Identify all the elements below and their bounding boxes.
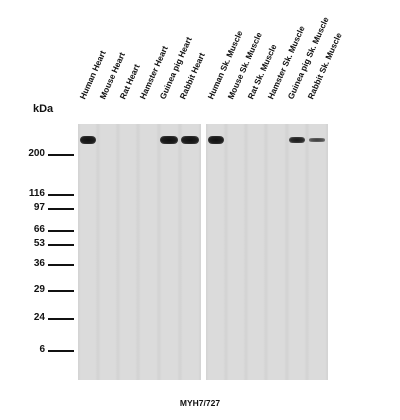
- blot-lane: [206, 124, 226, 380]
- marker-label: 200: [28, 148, 45, 159]
- protein-band: [80, 136, 96, 144]
- marker-66: 66: [0, 224, 75, 236]
- blot-panel-skeletal-muscle: [206, 124, 328, 380]
- marker-tick: [48, 349, 74, 352]
- marker-29: 29: [0, 284, 75, 296]
- marker-label: 97: [33, 202, 45, 213]
- blot-lane: [180, 124, 201, 380]
- blot-lane: [138, 124, 159, 380]
- marker-tick: [48, 207, 74, 210]
- blot-lane: [246, 124, 266, 380]
- marker-label: 36: [33, 258, 45, 269]
- marker-24: 24: [0, 312, 75, 324]
- marker-6: 6: [0, 344, 75, 356]
- blot-panel-heart: [78, 124, 201, 380]
- marker-tick: [48, 229, 74, 232]
- blot-lane: [266, 124, 287, 380]
- marker-tick: [48, 263, 74, 266]
- blot-lane: [118, 124, 138, 380]
- blot-lane: [78, 124, 98, 380]
- blot-lane: [98, 124, 118, 380]
- marker-tick: [48, 153, 74, 156]
- marker-tick: [48, 289, 74, 292]
- blot-caption: MYH7/727: [179, 398, 221, 408]
- protein-band: [289, 137, 305, 143]
- marker-label: 24: [33, 312, 45, 323]
- marker-tick: [48, 317, 74, 320]
- marker-53: 53: [0, 238, 75, 250]
- kda-axis-label: kDa: [33, 103, 54, 115]
- marker-label: 66: [33, 224, 45, 235]
- marker-97: 97: [0, 202, 75, 214]
- protein-band: [160, 136, 178, 144]
- marker-tick: [48, 243, 74, 246]
- marker-tick: [48, 193, 74, 196]
- protein-band: [208, 136, 224, 144]
- blot-lane: [159, 124, 180, 380]
- marker-36: 36: [0, 258, 75, 270]
- marker-label: 116: [28, 188, 45, 199]
- protein-band: [181, 136, 199, 144]
- blot-lane: [287, 124, 307, 380]
- marker-label: 6: [39, 344, 45, 355]
- marker-200: 200: [0, 148, 75, 160]
- marker-label: 29: [33, 284, 45, 295]
- blot-lane: [307, 124, 328, 380]
- blot-lane: [226, 124, 246, 380]
- marker-116: 116: [0, 188, 75, 200]
- protein-band: [309, 138, 325, 142]
- marker-label: 53: [33, 238, 45, 249]
